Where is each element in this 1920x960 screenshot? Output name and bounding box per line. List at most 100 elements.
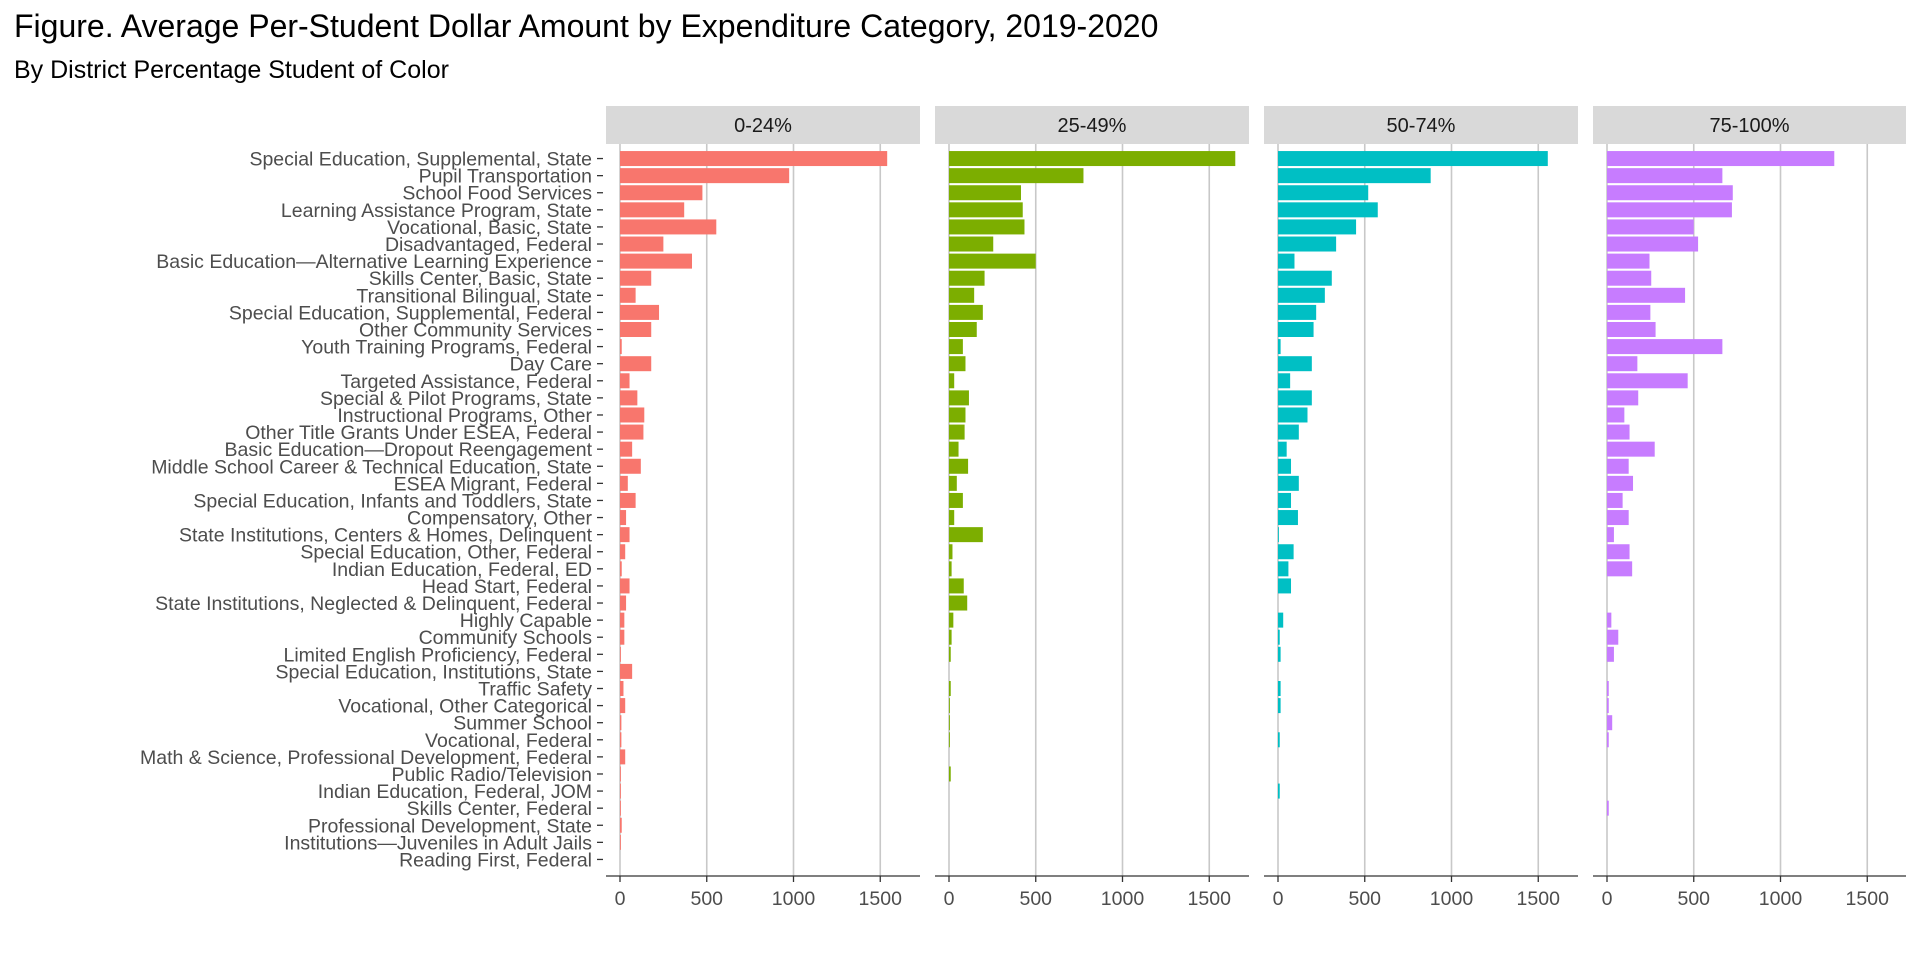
bar <box>1607 492 1623 508</box>
bar <box>949 612 954 628</box>
bar <box>949 561 952 577</box>
bar <box>1607 390 1639 406</box>
bar <box>620 270 652 286</box>
bar <box>620 646 621 662</box>
bar <box>620 783 621 799</box>
category-label: Basic Education—Alternative Learning Exp… <box>156 251 592 273</box>
category-label: Community Schools <box>419 627 593 649</box>
bar <box>1278 236 1337 252</box>
bar <box>620 441 633 457</box>
panel-25-49%: 25-49% 0 500 1000 1500 <box>935 106 1249 910</box>
bar <box>949 339 963 355</box>
bar <box>949 236 994 252</box>
category-label: Institutions—Juveniles in Adult Jails <box>284 832 592 854</box>
category-label: Compensatory, Other <box>407 508 592 530</box>
x-tick-label: 1000 <box>772 888 816 910</box>
bar <box>620 390 638 406</box>
bar <box>949 322 977 337</box>
bar <box>949 304 983 320</box>
category-label: Limited English Proficiency, Federal <box>283 644 592 666</box>
bar <box>1278 304 1317 320</box>
bar <box>620 715 622 731</box>
category-label: Special Education, Supplemental, State <box>249 149 592 171</box>
bar <box>1607 681 1609 696</box>
bar <box>1278 322 1314 337</box>
category-label: Indian Education, Federal, JOM <box>318 781 592 803</box>
facet-strip-label: 0-24% <box>734 115 792 137</box>
bar <box>1278 253 1295 269</box>
bar <box>949 544 953 560</box>
category-label: Vocational, Federal <box>425 730 592 752</box>
panel-0-24%: 0-24% 0 500 1000 1500 <box>606 106 920 910</box>
x-tick-label: 1000 <box>1101 888 1145 910</box>
bar <box>620 202 685 218</box>
bar <box>949 629 952 645</box>
category-label: Learning Assistance Program, State <box>281 200 592 222</box>
category-label: Special Education, Infants and Toddlers,… <box>193 490 592 512</box>
bar <box>1278 441 1287 457</box>
x-tick-label: 1500 <box>859 888 903 910</box>
bar <box>1278 185 1369 201</box>
category-label: Youth Training Programs, Federal <box>301 337 592 359</box>
category-label: Head Start, Federal <box>422 576 592 598</box>
facet-strip <box>935 106 1249 144</box>
category-label: Summer School <box>453 713 592 735</box>
bar <box>949 698 950 714</box>
category-label: Traffic Safety <box>478 679 592 701</box>
bar <box>1607 629 1619 645</box>
bar <box>949 270 985 286</box>
category-label: Day Care <box>510 354 592 376</box>
bar <box>1607 270 1652 286</box>
bar <box>949 578 964 594</box>
bar <box>620 681 624 696</box>
facet-strip-label: 75-100% <box>1709 115 1789 137</box>
category-label: Skills Center, Federal <box>407 798 592 820</box>
bar <box>620 766 621 782</box>
bar <box>949 373 955 389</box>
bar <box>1278 270 1332 286</box>
chart-title: Figure. Average Per-Student Dollar Amoun… <box>14 8 1159 44</box>
bar <box>1278 339 1281 355</box>
category-label: Special Education, Other, Federal <box>300 542 592 564</box>
bar <box>620 492 636 508</box>
bar <box>1278 202 1378 218</box>
category-label: Pupil Transportation <box>419 166 592 188</box>
category-label: Indian Education, Federal, ED <box>332 559 592 581</box>
bar <box>949 390 969 406</box>
bar <box>1278 612 1284 628</box>
bar <box>1607 151 1835 167</box>
bar <box>1607 202 1732 218</box>
bar <box>1278 561 1289 577</box>
category-label: State Institutions, Centers & Homes, Del… <box>179 525 593 547</box>
bar <box>1607 322 1656 337</box>
chart-subtitle: By District Percentage Student of Color <box>14 56 449 84</box>
bar <box>1607 527 1614 543</box>
x-tick-label: 500 <box>1677 888 1710 910</box>
facet-strip <box>1264 106 1578 144</box>
x-tick-label: 1000 <box>1430 888 1474 910</box>
bar <box>1278 732 1280 748</box>
category-label: ESEA Migrant, Federal <box>394 473 592 495</box>
bar <box>949 595 968 611</box>
bar <box>1278 646 1281 662</box>
bar <box>620 236 664 252</box>
bar <box>1607 407 1625 423</box>
bar <box>949 492 963 508</box>
category-label: State Institutions, Neglected & Delinque… <box>155 593 592 615</box>
bar <box>1607 236 1699 252</box>
bar <box>1278 407 1308 423</box>
x-tick-label: 500 <box>1348 888 1381 910</box>
bar <box>1278 510 1298 526</box>
bar <box>1607 356 1638 372</box>
x-tick-label: 0 <box>944 888 955 910</box>
bar <box>949 766 951 782</box>
bar <box>949 202 1023 218</box>
bar <box>949 441 959 457</box>
x-tick-label: 0 <box>615 888 626 910</box>
bar <box>620 578 630 594</box>
bar <box>1607 544 1630 560</box>
bar <box>1607 475 1634 491</box>
bar <box>1278 373 1291 389</box>
facet-strip-label: 25-49% <box>1058 115 1127 137</box>
